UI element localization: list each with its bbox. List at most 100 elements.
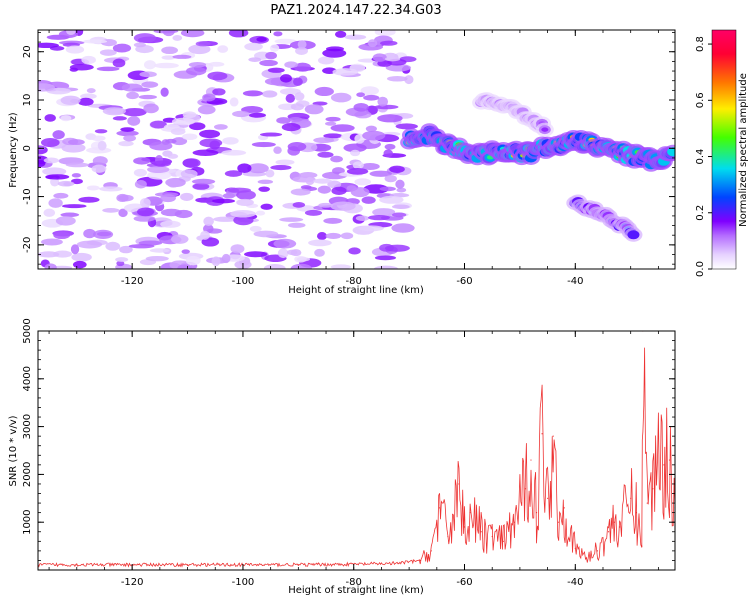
heatmap-noise-blob [53, 231, 71, 240]
heatmap-noise-blob [330, 201, 356, 211]
heatmap-noise-blob [192, 149, 219, 156]
heatmap-noise-blob [211, 198, 236, 204]
snr-data-point [663, 464, 665, 466]
heatmap-noise-blob [362, 130, 386, 141]
bottom-xtick-label: -40 [567, 577, 583, 588]
heatmap-noise-blob [281, 123, 301, 132]
heatmap-noise-blob [116, 260, 125, 267]
heatmap-noise-blob [385, 63, 412, 72]
snr-data-point [607, 531, 610, 533]
heatmap-noise-blob [330, 92, 352, 103]
heatmap-noise-blob [314, 248, 325, 257]
snr-data-point [297, 564, 299, 566]
heatmap-noise-blob [191, 178, 216, 185]
heatmap-noise-blob [290, 263, 312, 269]
colorbar-tick-label: 0.8 [695, 36, 706, 52]
heatmap-noise-blob [265, 51, 277, 60]
bottom-ytick-label: 1000 [22, 509, 33, 534]
heatmap-noise-blob [322, 48, 347, 58]
snr-data-point [641, 545, 643, 547]
heatmap-noise-blob [379, 195, 404, 204]
heatmap-noise-blob [350, 187, 370, 198]
heatmap-noise-blob [354, 178, 371, 186]
heatmap-noise-blob [138, 94, 158, 100]
snr-data-point [513, 521, 515, 523]
snr-data-point [491, 535, 493, 538]
heatmap-noise-blob [396, 187, 407, 193]
heatmap-noise-blob [316, 232, 327, 241]
heatmap-noise-blob [213, 216, 238, 222]
heatmap-noise-blob [294, 92, 305, 101]
heatmap-noise-blob [91, 164, 107, 173]
colorbar-tick-label: 0.2 [695, 205, 706, 221]
heatmap-noise-blob [384, 244, 410, 252]
heatmap-noise-blob [133, 168, 147, 177]
heatmap-noise-blob [181, 249, 190, 254]
snr-data-point [558, 521, 560, 523]
heatmap-noise-blob [112, 58, 126, 68]
heatmap-noise-blob [248, 112, 266, 118]
colorbar-tick-label: 0.4 [695, 149, 706, 165]
snr-data-point [547, 497, 549, 499]
heatmap-noise-blob [253, 230, 279, 238]
heatmap-noise-blob [374, 255, 397, 261]
top-xtick-label: -120 [121, 276, 144, 287]
heatmap-noise-blob [99, 186, 123, 192]
heatmap-noise-blob [153, 160, 171, 167]
heatmap-noise-blob [147, 166, 170, 174]
heatmap-noise-blob [69, 63, 94, 71]
heatmap-noise-blob [38, 42, 60, 49]
bottom-ytick-label: 4000 [22, 366, 33, 391]
snr-data-point [657, 435, 659, 437]
heatmap-noise-blob [325, 116, 341, 122]
heatmap-noise-blob [294, 62, 312, 72]
colorbar [711, 29, 737, 270]
heatmap-noise-blob [45, 174, 70, 180]
heatmap-noise-blob [324, 121, 337, 126]
heatmap-noise-blob [265, 169, 275, 178]
snr-data-point [668, 459, 671, 461]
heatmap-noise-blob [97, 140, 107, 151]
heatmap-noise-blob [261, 90, 278, 98]
heatmap-noise-blob [188, 61, 207, 68]
snr-data-point [458, 483, 460, 485]
heatmap-noise-blob [237, 163, 252, 174]
bottom-xtick-label: -120 [121, 577, 144, 588]
heatmap-noise-blob [360, 162, 380, 170]
snr-data-point [186, 564, 189, 566]
top-ytick-label: -10 [22, 188, 33, 204]
heatmap-noise-blob [276, 117, 291, 124]
heatmap-noise-blob [112, 43, 132, 53]
heatmap-noise-blob [149, 248, 170, 253]
heatmap-noise-blob [72, 260, 87, 269]
heatmap-noise-blob [360, 86, 379, 96]
heatmap-noise-blob [344, 34, 367, 40]
heatmap-noise-blob [123, 134, 136, 142]
snr-data-point [563, 507, 565, 509]
heatmap-noise-blob [170, 234, 189, 244]
heatmap-noise-blob [317, 56, 335, 65]
heatmap-noise-blob [255, 210, 266, 216]
heatmap-noise-blob [325, 232, 342, 239]
heatmap-noise-blob [331, 186, 347, 196]
heatmap-noise-blob [182, 111, 197, 119]
heatmap-noise-blob [323, 133, 343, 139]
bottom-xtick-label: -100 [232, 577, 255, 588]
heatmap-noise-blob [273, 146, 282, 154]
top-plot-frame [37, 29, 676, 270]
bottom-y-axis-label: SNR (10 * v/v) [8, 415, 19, 486]
top-ytick-label: -20 [22, 237, 33, 253]
heatmap-noise-blob [211, 256, 221, 267]
heatmap-noise-blob [330, 155, 343, 163]
heatmap-noise-blob [133, 42, 146, 48]
heatmap-noise-blob [273, 31, 283, 37]
heatmap-trace-core [541, 127, 549, 132]
heatmap-noise-blob [327, 180, 342, 189]
heatmap-noise-blob [230, 209, 256, 218]
bottom-ytick-label: 5000 [22, 318, 33, 343]
snr-data-point [397, 562, 399, 564]
heatmap-noise-blob [60, 115, 72, 122]
heatmap-noise-blob [304, 104, 324, 115]
heatmap-noise-blob [185, 255, 201, 266]
